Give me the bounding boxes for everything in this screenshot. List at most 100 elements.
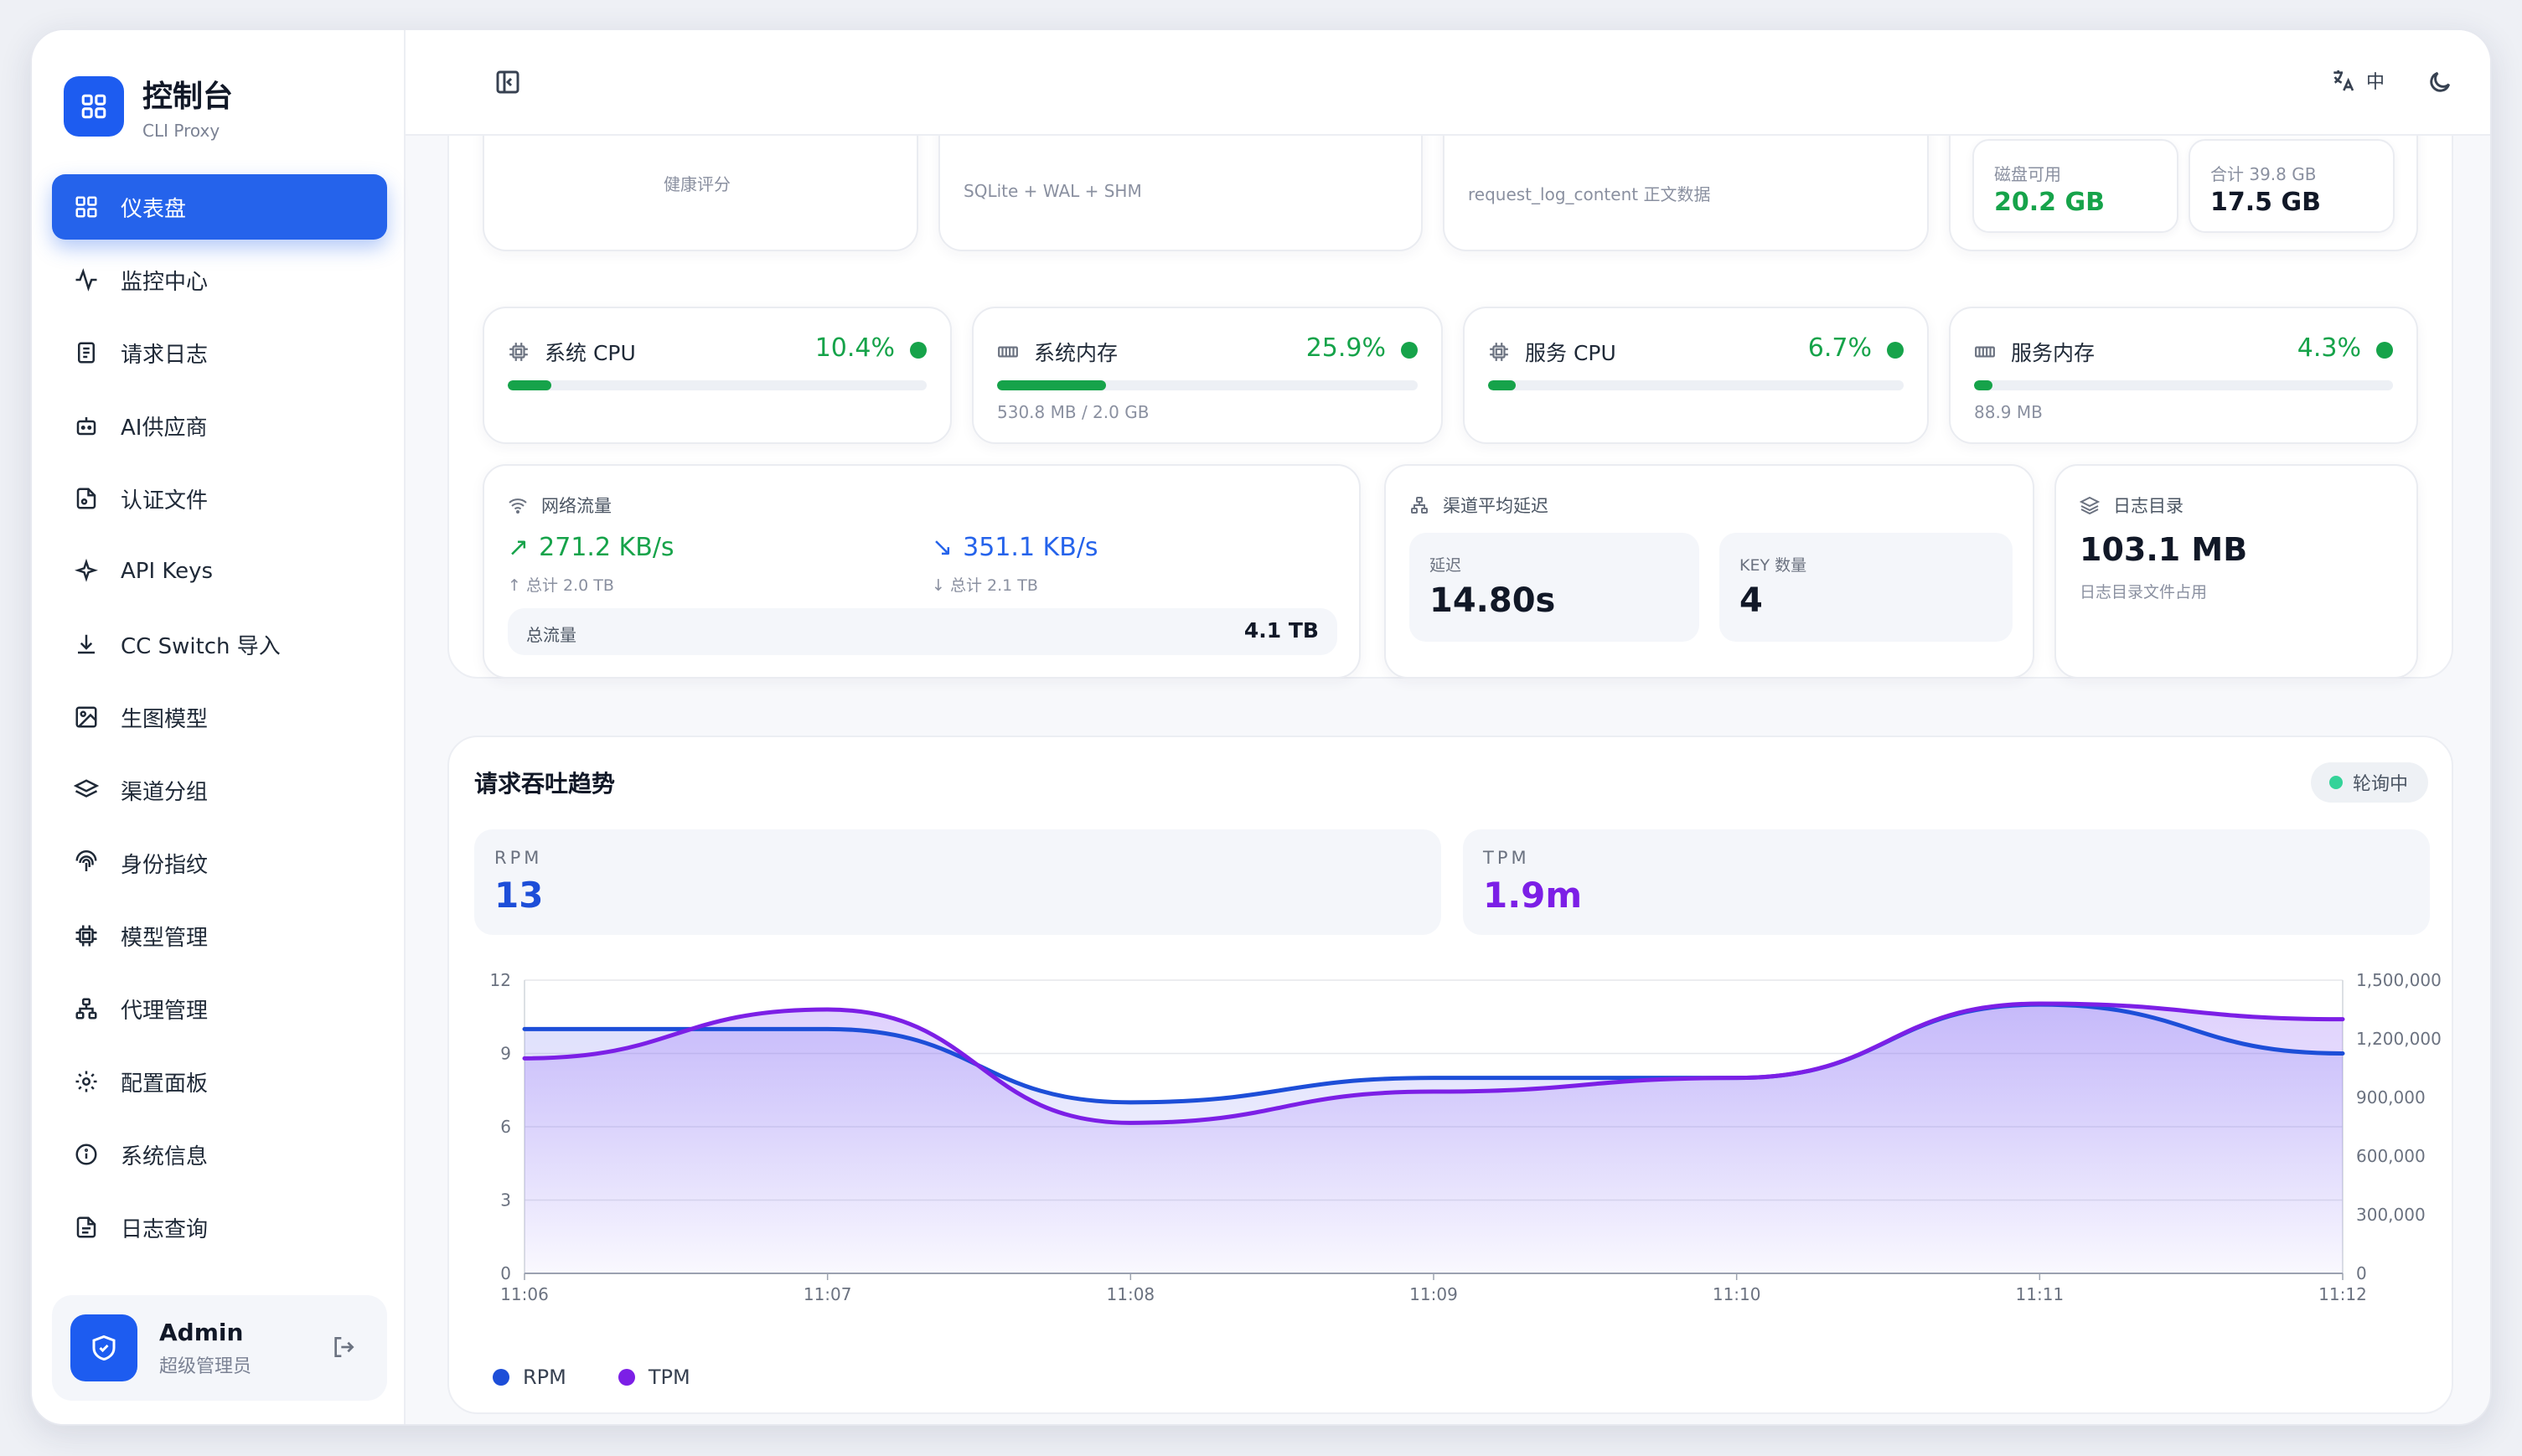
info-icon bbox=[74, 1142, 99, 1167]
total-traffic-value: 4.1 TB bbox=[1243, 618, 1319, 643]
sidebar-item-label: 渠道分组 bbox=[121, 779, 209, 805]
y-axis-right: 0 300,000 600,000 900,000 1,200,000 1,500,000 bbox=[2356, 970, 2442, 1283]
user-role: 超级管理员 bbox=[159, 1355, 252, 1377]
network-icon bbox=[1411, 497, 1428, 514]
status-dot bbox=[910, 342, 927, 359]
metric-label: 系统 CPU bbox=[545, 341, 636, 365]
moon-icon[interactable] bbox=[2425, 67, 2455, 97]
sidebar-item-dashboard[interactable]: 仪表盘 bbox=[52, 174, 387, 240]
brand[interactable]: 控制台 CLI Proxy bbox=[64, 72, 233, 141]
x-tick-label: 11:06 bbox=[500, 1284, 549, 1304]
sidebar-item-label: 代理管理 bbox=[121, 998, 209, 1024]
sidebar-toggle-icon[interactable] bbox=[493, 67, 523, 97]
sidebar-item-label: 认证文件 bbox=[121, 488, 209, 514]
key-count-label: KEY 数量 bbox=[1739, 556, 1807, 575]
sidebar-item-cc-switch-import[interactable]: CC Switch 导入 bbox=[52, 612, 387, 677]
translate-icon bbox=[2333, 70, 2354, 91]
metric-value: 4.3% bbox=[2297, 333, 2361, 363]
log-content-card: request_log_content 正文数据 bbox=[1443, 136, 1929, 251]
logdir-subtitle: 日志目录文件占用 bbox=[2080, 583, 2208, 602]
sidebar-item-model-management[interactable]: 模型管理 bbox=[52, 903, 387, 968]
y-right-tick-label: 600,000 bbox=[2356, 1146, 2426, 1166]
user-name: Admin bbox=[159, 1318, 244, 1346]
sidebar-item-proxy-management[interactable]: 代理管理 bbox=[52, 976, 387, 1041]
x-tick-label: 11:07 bbox=[804, 1284, 852, 1304]
upload-speed: 271.2 KB/s bbox=[539, 533, 674, 562]
cpu-icon bbox=[1490, 343, 1508, 361]
sidebar-item-ai-providers[interactable]: AI供应商 bbox=[52, 393, 387, 458]
arrow-up-icon: ↑ bbox=[508, 576, 526, 595]
network-title: 网络流量 bbox=[541, 496, 612, 516]
sidebar: 控制台 CLI Proxy 仪表盘 监控中心 请求日志 AI供应商 bbox=[32, 30, 406, 1424]
upload-total: 总计 2.0 TB bbox=[525, 576, 614, 595]
legend-rpm[interactable]: RPM bbox=[493, 1366, 566, 1389]
x-tick-label: 11:10 bbox=[1713, 1284, 1761, 1304]
upload-total-row: ↑ 总计 2.0 TB bbox=[508, 573, 614, 596]
layers-icon bbox=[74, 777, 99, 803]
legend-swatch bbox=[493, 1369, 509, 1386]
fingerprint-icon bbox=[74, 850, 99, 875]
sidebar-item-label: 日志查询 bbox=[121, 1216, 209, 1242]
status-dot bbox=[2376, 342, 2393, 359]
brand-subtitle: CLI Proxy bbox=[142, 121, 220, 141]
arrow-down-right-icon: ↘ bbox=[932, 533, 954, 562]
log-directory-card: 日志目录 103.1 MB 日志目录文件占用 bbox=[2054, 464, 2418, 679]
y-axis-left: 0 3 6 9 12 bbox=[490, 970, 511, 1283]
log-content-subtitle: request_log_content 正文数据 bbox=[1468, 184, 1711, 204]
sidebar-item-fingerprint[interactable]: 身份指纹 bbox=[52, 830, 387, 896]
sidebar-item-label: 监控中心 bbox=[121, 269, 209, 295]
legend-label: TPM bbox=[648, 1366, 690, 1389]
health-subtitle: 健康评分 bbox=[664, 174, 731, 194]
y-left-tick-label: 9 bbox=[500, 1044, 511, 1064]
x-tick-label: 11:08 bbox=[1107, 1284, 1155, 1304]
sidebar-item-request-logs[interactable]: 请求日志 bbox=[52, 320, 387, 385]
network-icon bbox=[74, 996, 99, 1021]
legend-swatch bbox=[618, 1369, 635, 1386]
y-left-tick-label: 6 bbox=[500, 1117, 511, 1137]
delay-value: 14.80s bbox=[1429, 581, 1556, 620]
y-right-tick-label: 1,200,000 bbox=[2356, 1029, 2442, 1049]
sidebar-item-label: API Keys bbox=[121, 559, 214, 584]
language-switch[interactable]: 中 bbox=[2329, 67, 2385, 94]
sidebar-item-image-models[interactable]: 生图模型 bbox=[52, 684, 387, 750]
sidebar-item-label: 系统信息 bbox=[121, 1144, 209, 1169]
file-key-icon bbox=[74, 486, 99, 511]
x-tick-label: 11:09 bbox=[1409, 1284, 1458, 1304]
sidebar-item-system-info[interactable]: 系统信息 bbox=[52, 1122, 387, 1187]
logdir-title: 日志目录 bbox=[2113, 496, 2183, 516]
metric-value: 25.9% bbox=[1305, 333, 1386, 363]
download-total-row: ↓ 总计 2.1 TB bbox=[932, 573, 1038, 596]
network-card: 网络流量 ↗ 271.2 KB/s ↑ 总计 2.0 TB ↘ 351.1 KB… bbox=[483, 464, 1361, 679]
sidebar-item-log-query[interactable]: 日志查询 bbox=[52, 1195, 387, 1260]
dashboard-icon bbox=[74, 194, 99, 219]
sidebar-item-label: 仪表盘 bbox=[121, 196, 187, 222]
sidebar-item-label: 身份指纹 bbox=[121, 852, 209, 878]
activity-icon bbox=[74, 267, 99, 292]
disk-free-label: 磁盘可用 bbox=[1994, 164, 2061, 184]
y-left-tick-label: 0 bbox=[500, 1263, 511, 1283]
metric-subtitle: 530.8 MB / 2.0 GB bbox=[997, 402, 1150, 422]
logout-icon[interactable] bbox=[330, 1334, 357, 1360]
app-window: 控制台 CLI Proxy 仪表盘 监控中心 请求日志 AI供应商 bbox=[30, 28, 2492, 1426]
status-dot bbox=[1401, 342, 1418, 359]
sidebar-item-api-keys[interactable]: API Keys bbox=[52, 539, 387, 604]
tpm-label: TPM bbox=[1483, 848, 1530, 868]
progress-track bbox=[1974, 380, 2393, 390]
sidebar-item-monitor[interactable]: 监控中心 bbox=[52, 247, 387, 312]
sidebar-item-auth-files[interactable]: 认证文件 bbox=[52, 466, 387, 531]
sidebar-item-config-panel[interactable]: 配置面板 bbox=[52, 1049, 387, 1114]
sidebar-item-label: 请求日志 bbox=[121, 342, 209, 368]
user-card: Admin 超级管理员 bbox=[52, 1295, 387, 1401]
status-dot bbox=[1887, 342, 1904, 359]
progress-fill bbox=[1488, 380, 1517, 390]
x-axis: 11:06 11:07 11:08 11:09 11:10 11:11 11:12 bbox=[500, 1273, 2367, 1304]
rpm-value: 13 bbox=[494, 875, 544, 916]
legend-tpm[interactable]: TPM bbox=[618, 1366, 690, 1389]
memory-icon bbox=[998, 346, 1018, 358]
language-label: 中 bbox=[2366, 72, 2385, 93]
sidebar-item-channel-groups[interactable]: 渠道分组 bbox=[52, 757, 387, 823]
layers-icon bbox=[2080, 496, 2100, 515]
disk-total-value: 17.5 GB bbox=[2210, 188, 2321, 217]
dashboard-main: 健康评分 SQLite + WAL + SHM request_log_cont… bbox=[406, 136, 2490, 1424]
cpu-icon bbox=[74, 923, 99, 948]
